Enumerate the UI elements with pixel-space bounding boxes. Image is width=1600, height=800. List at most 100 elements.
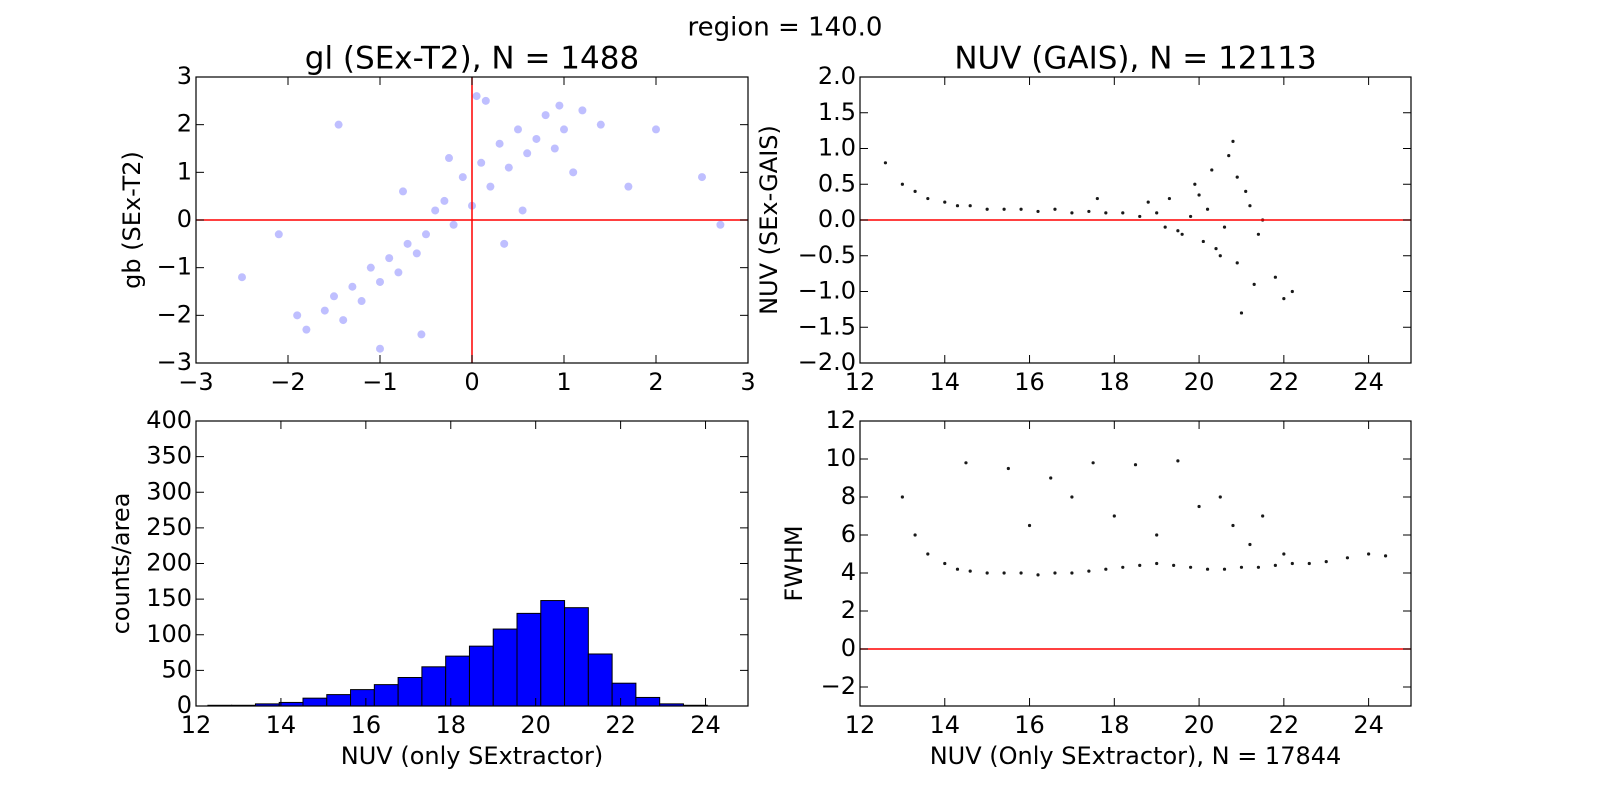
y-tick-label: 0 <box>177 691 192 719</box>
y-tick-label: 2 <box>177 110 192 138</box>
point <box>716 220 725 229</box>
point <box>1218 254 1222 258</box>
histogram-bar <box>397 677 423 706</box>
point <box>1290 289 1294 294</box>
point <box>1231 523 1235 528</box>
histogram-bar <box>421 666 447 706</box>
point <box>330 292 338 301</box>
point <box>985 207 989 211</box>
point <box>1201 239 1205 244</box>
point <box>366 263 375 272</box>
point <box>1053 207 1057 211</box>
point <box>1180 232 1184 236</box>
point <box>1273 275 1277 279</box>
y-tick-label: 0 <box>841 634 856 662</box>
point <box>385 254 394 263</box>
point <box>486 182 495 191</box>
point <box>1367 552 1371 556</box>
y-tick-label: 200 <box>146 549 192 577</box>
point <box>504 163 513 172</box>
point <box>1189 214 1193 219</box>
point <box>1235 261 1239 265</box>
axes-frame <box>859 420 1412 707</box>
point <box>274 230 283 239</box>
plot-area <box>196 77 748 363</box>
point <box>1252 282 1256 286</box>
x-tick-label: 12 <box>845 368 876 396</box>
point <box>900 495 904 499</box>
point <box>477 158 486 167</box>
y-tick-label: −1.5 <box>798 312 856 340</box>
y-tick-label: 350 <box>146 442 192 470</box>
point <box>1197 504 1201 509</box>
x-tick-label: 24 <box>690 711 721 739</box>
y-tick-label: −1 <box>157 253 192 281</box>
y-tick-label: 2 <box>841 596 856 624</box>
point <box>1231 139 1235 143</box>
point <box>532 134 541 143</box>
plot-area <box>860 139 1411 315</box>
point <box>1239 311 1244 315</box>
y-axis-label: gb (SEx-T2) <box>118 151 146 289</box>
point <box>569 168 578 177</box>
point <box>348 282 357 291</box>
x-tick-label: −2 <box>270 368 305 396</box>
point <box>1218 495 1222 499</box>
x-tick-label: 22 <box>605 711 636 739</box>
point <box>417 330 426 339</box>
point <box>1176 229 1180 233</box>
y-tick-label: −2.0 <box>798 348 856 376</box>
point <box>376 277 384 286</box>
point <box>422 230 430 239</box>
x-tick-label: 14 <box>266 711 297 739</box>
x-tick-label: 18 <box>1099 711 1130 739</box>
figure-title: region = 140.0 <box>688 13 883 43</box>
histogram-bar <box>373 684 399 706</box>
point <box>1121 211 1125 215</box>
point <box>955 567 960 571</box>
y-tick-label: 400 <box>146 406 192 434</box>
point <box>964 461 968 465</box>
point <box>1244 189 1248 193</box>
point <box>523 149 532 158</box>
x-tick-label: 20 <box>1184 368 1215 396</box>
point <box>445 154 453 163</box>
point <box>339 316 348 325</box>
histogram-bar <box>350 689 375 706</box>
y-axis-label: FWHM <box>780 525 808 601</box>
point <box>900 182 904 186</box>
y-tick-label: 250 <box>146 513 192 541</box>
point <box>1070 211 1074 215</box>
point <box>1155 561 1159 566</box>
point <box>399 187 407 196</box>
x-tick-label: 14 <box>929 711 960 739</box>
point <box>560 125 568 134</box>
x-tick-label: 0 <box>464 368 479 396</box>
point <box>1112 514 1116 518</box>
point <box>624 182 633 191</box>
x-tick-label: 24 <box>1353 711 1384 739</box>
point <box>1290 561 1294 566</box>
point <box>431 206 440 215</box>
x-tick-label: 16 <box>1014 711 1045 739</box>
point <box>913 533 917 537</box>
point <box>652 125 660 134</box>
point <box>1205 207 1210 211</box>
point <box>1146 200 1150 204</box>
x-axis-label: NUV (Only SExtractor), N = 17844 <box>930 742 1342 770</box>
histogram-bar <box>564 607 589 706</box>
point <box>1235 175 1239 179</box>
x-tick-label: 18 <box>435 711 466 739</box>
point <box>495 139 504 148</box>
y-tick-label: −1.0 <box>798 277 856 305</box>
point <box>376 344 384 353</box>
point <box>541 111 550 120</box>
y-tick-label: 4 <box>841 558 856 586</box>
point <box>1248 542 1252 547</box>
point <box>302 325 311 334</box>
histogram-bar <box>540 600 566 706</box>
chart-title: NUV (GAIS), N = 12113 <box>954 41 1316 77</box>
point <box>1197 193 1201 197</box>
point <box>394 268 403 277</box>
